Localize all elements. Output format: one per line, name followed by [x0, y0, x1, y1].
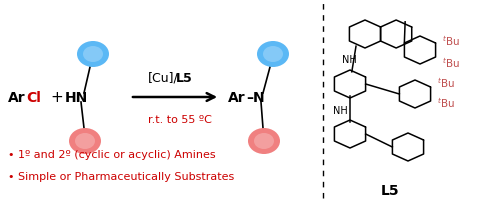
Ellipse shape: [248, 128, 280, 154]
Text: $^t$Bu: $^t$Bu: [442, 34, 460, 48]
Text: Cl: Cl: [26, 90, 41, 104]
Text: –N: –N: [246, 90, 264, 104]
Ellipse shape: [257, 42, 289, 68]
Text: HN: HN: [65, 90, 88, 104]
Text: Ar: Ar: [8, 90, 25, 104]
Text: L5: L5: [176, 72, 193, 85]
Text: L5: L5: [380, 183, 400, 197]
Ellipse shape: [75, 133, 95, 149]
Ellipse shape: [254, 133, 274, 149]
Ellipse shape: [83, 47, 103, 63]
Text: $^t$Bu: $^t$Bu: [437, 76, 455, 89]
Ellipse shape: [77, 42, 109, 68]
Ellipse shape: [263, 47, 283, 63]
Text: +: +: [50, 90, 63, 105]
Text: • 1º and 2º (cyclic or acyclic) Amines: • 1º and 2º (cyclic or acyclic) Amines: [8, 149, 216, 159]
Text: NH: NH: [332, 105, 347, 115]
Text: Ar: Ar: [228, 90, 246, 104]
Text: [Cu]/: [Cu]/: [148, 72, 179, 85]
Ellipse shape: [69, 128, 101, 154]
Text: • Simple or Pharmaceutically Substrates: • Simple or Pharmaceutically Substrates: [8, 171, 234, 181]
Text: NH: NH: [342, 55, 356, 65]
Text: r.t. to 55 ºC: r.t. to 55 ºC: [148, 115, 212, 124]
Text: $^t$Bu: $^t$Bu: [442, 56, 460, 69]
Text: $^t$Bu: $^t$Bu: [437, 96, 455, 109]
